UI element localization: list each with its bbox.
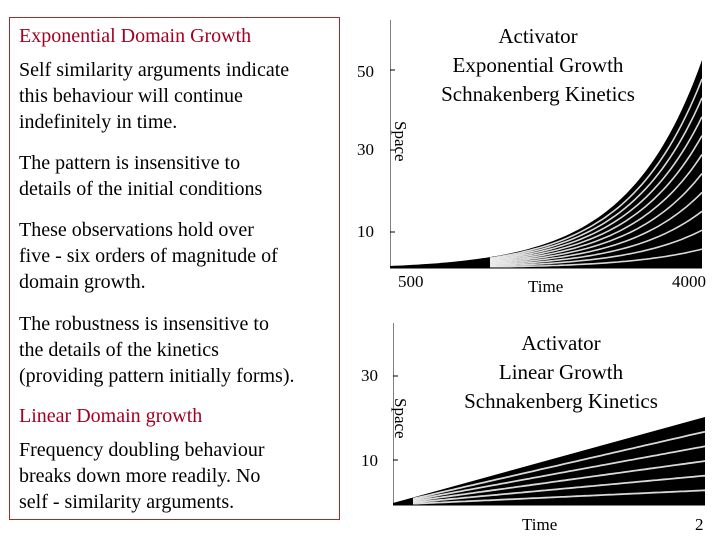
linear-growth-plot <box>393 323 706 506</box>
stripe <box>412 489 706 505</box>
stripe <box>412 445 706 501</box>
title-line: Linear Growth <box>498 360 624 384</box>
stripe <box>489 78 703 259</box>
y-axis-label: Space <box>391 398 410 439</box>
text-line: this behaviour will continue <box>19 85 243 107</box>
text-line: (providing pattern initially forms). <box>19 365 295 387</box>
title-line: Activator <box>521 331 601 355</box>
stripe <box>412 460 706 503</box>
stripe <box>489 97 703 260</box>
page-number: 2 <box>695 515 704 534</box>
heading-linear: Linear Domain growth <box>19 405 203 427</box>
stripe <box>412 430 706 500</box>
text-line: domain growth. <box>19 271 146 293</box>
stripe <box>489 154 703 263</box>
x-tick-label: 500 <box>398 272 424 291</box>
text-line: self - similarity arguments. <box>19 491 235 513</box>
text-line: the details of the kinetics <box>19 339 219 361</box>
y-tick-label: 10 <box>361 451 378 470</box>
x-axis-label: Time <box>528 277 564 296</box>
exponential-growth-plot <box>390 20 703 269</box>
stripe <box>489 172 703 264</box>
bottom-chart-title: Activator Linear Growth Schnakenberg Kin… <box>445 329 677 416</box>
stripe <box>489 210 703 266</box>
stripe <box>489 191 703 265</box>
stripe <box>489 229 703 267</box>
text-line: Frequency doubling behaviour <box>19 439 265 461</box>
stripe <box>489 135 703 262</box>
x-axis-label: Time <box>522 515 558 534</box>
y-tick-label: 50 <box>357 62 374 81</box>
title-line: Exponential Growth <box>452 53 624 77</box>
text-line: Self similarity arguments indicate <box>19 59 290 81</box>
text-line: five - six orders of magnitude of <box>19 245 278 267</box>
text-line: details of the initial conditions <box>19 178 263 200</box>
text-line: indefinitely in time. <box>19 111 178 133</box>
text-box: Exponential Domain Growth Self similarit… <box>9 17 340 520</box>
text-line: These observations hold over <box>19 219 254 241</box>
stripe <box>412 474 706 504</box>
stripe <box>489 248 703 268</box>
heading-exponential: Exponential Domain Growth <box>19 25 252 47</box>
y-tick-label: 30 <box>361 366 378 385</box>
y-axis-label: Space <box>391 121 410 162</box>
text-line: The robustness is insensitive to <box>19 313 269 335</box>
title-line: Schnakenberg Kinetics <box>441 82 635 106</box>
top-chart-title: Activator Exponential Growth Schnakenber… <box>422 22 654 109</box>
y-tick-label: 30 <box>357 140 374 159</box>
title-line: Schnakenberg Kinetics <box>464 389 658 413</box>
x-tick-label: 4000 <box>672 272 706 291</box>
title-line: Activator <box>498 24 578 48</box>
stripe <box>489 116 703 261</box>
y-tick-label: 10 <box>357 222 374 241</box>
text-line: breaks down more readily. No <box>19 465 261 487</box>
text-line: The pattern is insensitive to <box>19 152 241 174</box>
